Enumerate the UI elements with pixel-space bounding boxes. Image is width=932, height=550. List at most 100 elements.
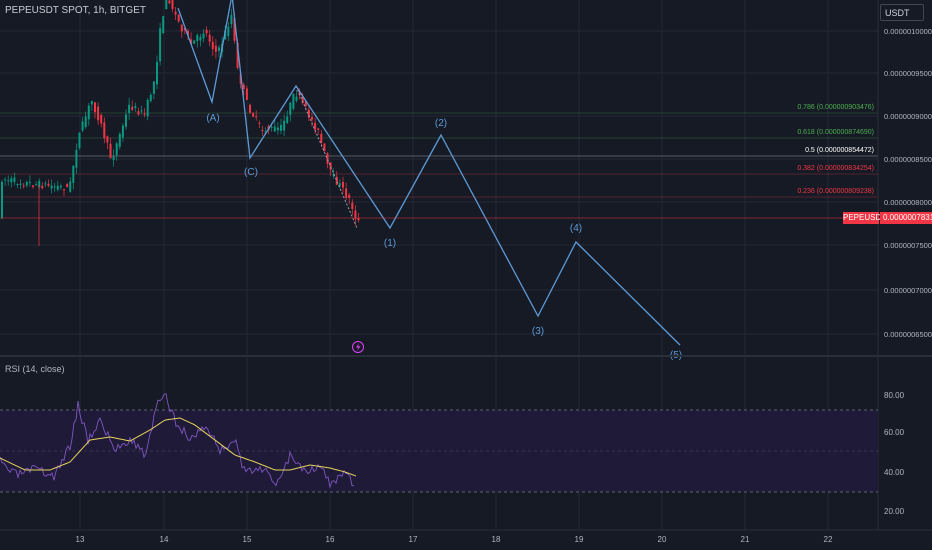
candle-body: [208, 34, 211, 42]
candle-body: [152, 81, 155, 94]
candle-body: [255, 116, 258, 118]
candle-body: [351, 202, 354, 210]
candle-body: [264, 131, 267, 133]
price-axis-label: 0.000000950000: [884, 69, 932, 78]
candle-body: [249, 104, 251, 113]
candle-body: [236, 42, 239, 68]
candle-body: [245, 88, 248, 100]
candle-body: [103, 122, 106, 139]
time-axis-label: 17: [409, 535, 418, 544]
candle-body: [81, 121, 84, 131]
candle-body: [205, 29, 208, 34]
candle-body: [41, 185, 44, 189]
candle-body: [276, 127, 279, 131]
fib-level-label: 0.786 (0.000000903476): [797, 104, 874, 111]
rsi-indicator-title[interactable]: RSI (14, close): [5, 364, 65, 374]
candle-body: [345, 188, 348, 198]
candle-body: [301, 96, 304, 104]
candle-body: [280, 124, 282, 131]
candle-body: [168, 0, 171, 4]
candle-body: [78, 132, 81, 149]
candle-body: [90, 100, 93, 105]
candle-body: [304, 101, 307, 107]
time-axis-label: 21: [741, 535, 750, 544]
candle-body: [28, 181, 31, 183]
candle-body: [4, 179, 7, 181]
wave-labels: (A)(C)(1)(2)(3)(4)(5): [206, 113, 682, 361]
elliott-wave-projection[interactable]: [177, 0, 681, 346]
candle-body: [156, 61, 158, 85]
candle-body: [183, 27, 186, 31]
current-symbol-tag: PEPEUSDT: [843, 212, 887, 224]
candle-body: [270, 126, 273, 128]
candle-body: [25, 181, 28, 186]
candle-body: [187, 30, 189, 36]
candle-body: [338, 183, 341, 186]
candle-body: [115, 143, 118, 156]
candle-body: [171, 0, 174, 9]
wave-label[interactable]: (A): [206, 113, 219, 124]
rsi-axis[interactable]: 80.00 60.00 40.00 20.00: [884, 391, 905, 516]
candle-body: [227, 26, 230, 37]
candle-body: [258, 122, 261, 124]
time-axis-label: 20: [658, 535, 667, 544]
candle-body: [13, 177, 16, 182]
symbol-title[interactable]: PEPEUSDT SPOT, 1h, BITGET: [5, 5, 146, 16]
price-axis-label: 0.000000750000: [884, 241, 932, 250]
fib-level-label: 0.5 (0.000000854472): [805, 147, 874, 154]
wave-label[interactable]: (C): [244, 167, 258, 178]
candle-body: [314, 122, 317, 130]
candle-body: [121, 125, 124, 138]
candle-body: [118, 133, 121, 147]
candle-body: [35, 184, 38, 186]
time-axis-label: 15: [243, 535, 252, 544]
currency-selector[interactable]: USDT: [880, 4, 924, 21]
wave-label[interactable]: (3): [532, 326, 544, 337]
fib-retracement[interactable]: 0.786 (0.000000903476) 0.618 (0.000000874…: [0, 104, 878, 198]
price-axis[interactable]: 0.000001000000 0.000000950000 0.0000009000…: [884, 27, 932, 339]
candle-body: [38, 180, 41, 188]
price-axis-label: 0.000000850000: [884, 155, 932, 164]
candle-body: [53, 186, 56, 188]
candle-body: [69, 181, 72, 192]
candle-body: [94, 102, 96, 113]
candle-body: [44, 183, 47, 185]
candle-body: [125, 114, 127, 127]
candle-body: [224, 30, 227, 40]
time-axis[interactable]: 13 14 15 16 17 18 19 20 21 22: [76, 535, 833, 544]
candle-body: [292, 93, 295, 109]
time-axis-label: 16: [326, 535, 335, 544]
candle-body: [242, 84, 245, 89]
candle-body: [289, 102, 292, 115]
candle-body: [63, 189, 65, 191]
candle-body: [131, 106, 134, 110]
candle-body: [174, 11, 177, 15]
candle-body: [320, 133, 323, 143]
lightning-icon[interactable]: [352, 341, 364, 353]
time-axis-label: 13: [76, 535, 85, 544]
candle-body: [7, 180, 10, 182]
wave-label[interactable]: (2): [435, 118, 447, 129]
candle-body: [348, 194, 351, 198]
candle-body: [233, 17, 236, 41]
candle-body: [97, 106, 100, 121]
candle-body: [326, 153, 329, 164]
price-axis-label: 0.000000800000: [884, 198, 932, 207]
candle-body: [19, 183, 22, 186]
candle-body: [137, 111, 140, 115]
fib-level-label: 0.236 (0.000000809238): [797, 188, 874, 195]
dotted-trendline[interactable]: [295, 85, 358, 229]
rsi-pane: [0, 393, 878, 493]
wave-label[interactable]: (1): [384, 238, 396, 249]
candle-body: [190, 39, 193, 45]
candle-body: [335, 176, 338, 185]
candle-body: [211, 42, 214, 50]
candle-body: [32, 185, 34, 187]
wave-label[interactable]: (4): [570, 223, 582, 234]
candle-body: [332, 173, 335, 177]
candle-body: [47, 183, 50, 186]
candle-body: [193, 40, 196, 44]
candle-body: [87, 105, 90, 120]
candle-body: [50, 185, 53, 189]
